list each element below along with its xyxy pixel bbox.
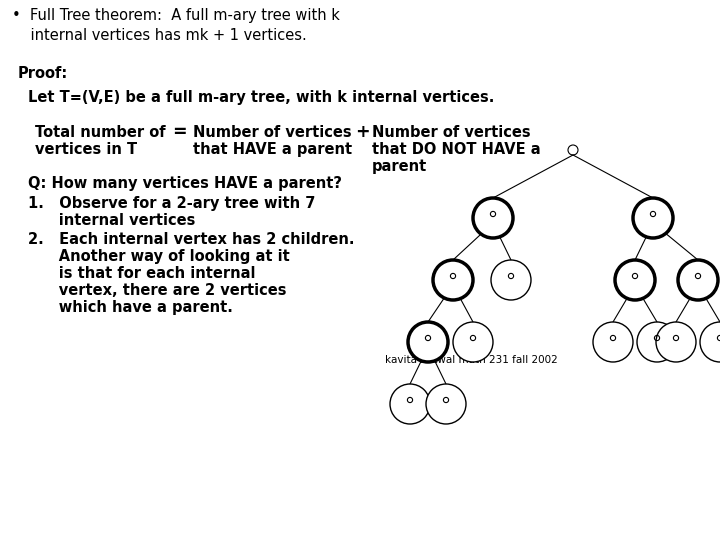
Text: is that for each internal: is that for each internal [28,266,256,281]
Text: vertices in T: vertices in T [35,142,137,157]
Text: Total number of: Total number of [35,125,166,140]
Circle shape [637,322,677,362]
Circle shape [656,322,696,362]
Text: kavita hatwal math 231 fall 2002: kavita hatwal math 231 fall 2002 [385,355,558,365]
Text: 1.   Observe for a 2-ary tree with 7: 1. Observe for a 2-ary tree with 7 [28,196,315,211]
Circle shape [700,322,720,362]
Circle shape [593,322,633,362]
Text: vertex, there are 2 vertices: vertex, there are 2 vertices [28,283,287,298]
Text: that DO NOT HAVE a: that DO NOT HAVE a [372,142,541,157]
Text: •  Full Tree theorem:  A full m-ary tree with k
    internal vertices has mk + 1: • Full Tree theorem: A full m-ary tree w… [12,8,340,43]
Text: that HAVE a parent: that HAVE a parent [193,142,352,157]
Text: internal vertices: internal vertices [28,213,195,228]
Text: Q: How many vertices HAVE a parent?: Q: How many vertices HAVE a parent? [28,176,342,191]
Text: Number of vertices: Number of vertices [372,125,531,140]
Text: +: + [355,123,369,141]
Circle shape [491,260,531,300]
Text: Number of vertices: Number of vertices [193,125,351,140]
Text: Another way of looking at it: Another way of looking at it [28,249,289,264]
Circle shape [453,322,493,362]
Circle shape [473,198,513,238]
Text: =: = [172,123,186,141]
Text: parent: parent [372,159,427,174]
Text: which have a parent.: which have a parent. [28,300,233,315]
Text: 2.   Each internal vertex has 2 children.: 2. Each internal vertex has 2 children. [28,232,354,247]
Text: Proof:: Proof: [18,66,68,81]
Circle shape [426,384,466,424]
Circle shape [615,260,655,300]
Text: Let T=(V,E) be a full m-ary tree, with k internal vertices.: Let T=(V,E) be a full m-ary tree, with k… [28,90,495,105]
Circle shape [633,198,673,238]
Circle shape [408,322,448,362]
Circle shape [678,260,718,300]
Circle shape [433,260,473,300]
Circle shape [390,384,430,424]
